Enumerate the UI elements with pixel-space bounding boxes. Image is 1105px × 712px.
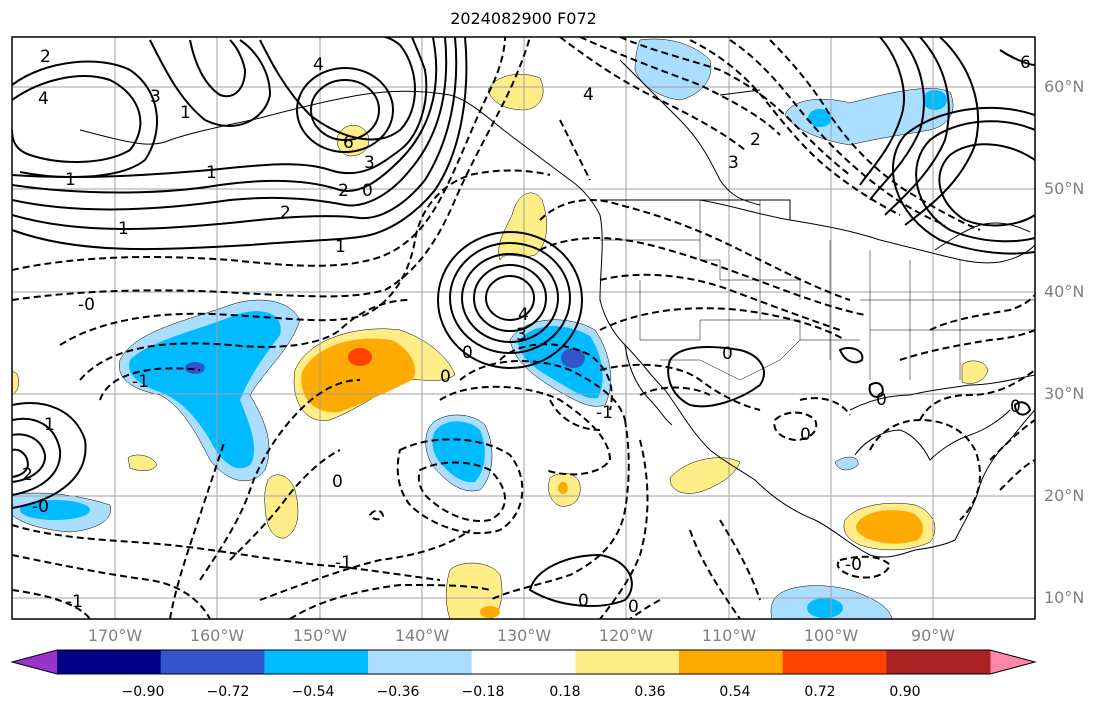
- contour-label: 2: [22, 465, 33, 485]
- contour-label: -1: [596, 403, 613, 423]
- lon-label: 150°W: [292, 626, 348, 645]
- contour-label: 6: [1020, 53, 1031, 73]
- lat-label: 40°N: [1044, 282, 1085, 301]
- map-plot-area: 2 4 3 1 4 6 3 2 0 1 -0 2 1 4 3 1 0 -1 2 …: [12, 37, 1035, 619]
- lat-label: 10°N: [1044, 588, 1085, 607]
- contour-label: 4: [38, 89, 49, 109]
- colorbar: [10, 649, 1037, 675]
- contours-negative: [12, 37, 1035, 619]
- lon-label: 90°W: [910, 626, 956, 645]
- lon-label: 100°W: [803, 626, 859, 645]
- contour-label: 1: [44, 415, 55, 435]
- colorbar-tick-label: −0.18: [461, 684, 505, 700]
- lat-label: 30°N: [1044, 384, 1085, 403]
- colorbar-segment: [160, 650, 265, 674]
- contour-label: 3: [516, 325, 527, 345]
- colorbar-segment: [679, 650, 784, 674]
- contour-label: 2: [280, 203, 291, 223]
- anomaly-negative-140w-core: [432, 421, 485, 483]
- colorbar-tick-label: −0.90: [121, 684, 165, 700]
- contour-label: 0: [628, 597, 639, 617]
- anomaly-negative-central-pacific-core: [129, 311, 281, 469]
- graticule: [12, 37, 1035, 619]
- lat-label: 50°N: [1044, 179, 1085, 198]
- colorbar-segment: [264, 650, 369, 674]
- contour-label: 0: [440, 367, 451, 387]
- contour-label: 0: [362, 181, 373, 201]
- contour-label: 1: [65, 170, 76, 190]
- colorbar-segment: [471, 650, 576, 674]
- contour-label: 3: [364, 153, 375, 173]
- contour-label: 4: [313, 55, 324, 75]
- map-title: 2024082900 F072: [450, 9, 597, 28]
- contour-label: 2: [750, 130, 761, 150]
- colorbar-tick-label: 0.18: [549, 684, 581, 700]
- lat-label: 20°N: [1044, 486, 1085, 505]
- colorbar-extend-low: [12, 650, 57, 674]
- contour-label: 0: [876, 390, 887, 410]
- map-frame: [11, 36, 1036, 620]
- contour-label: 1: [180, 103, 191, 123]
- contour-label: 4: [583, 85, 594, 105]
- contour-label: 3: [150, 87, 161, 107]
- contour-label: 0: [578, 591, 589, 611]
- lon-label: 130°W: [496, 626, 552, 645]
- anomaly-negative-north: [634, 38, 712, 101]
- contour-label: -0: [845, 555, 862, 575]
- contour-label: 3: [728, 153, 739, 173]
- contour-label: 2: [338, 181, 349, 201]
- lon-label: 120°W: [598, 626, 654, 645]
- contour-label: 0: [462, 343, 473, 363]
- lat-label: 60°N: [1044, 77, 1085, 96]
- colorbar-tick-label: 0.72: [804, 684, 836, 700]
- colorbar-tick-label: 0.36: [634, 684, 666, 700]
- lon-label: 140°W: [394, 626, 450, 645]
- colorbar-extend-high: [990, 650, 1035, 674]
- contour-label: 1: [118, 219, 129, 239]
- contour-label: 1: [335, 237, 346, 257]
- contour-label: 4: [518, 305, 529, 325]
- contour-label: 0: [332, 472, 343, 492]
- colorbar-tick-label: 0.90: [889, 684, 921, 700]
- colorbar-segment: [57, 650, 162, 674]
- colorbar-segment: [575, 650, 680, 674]
- lon-label: 170°W: [87, 626, 143, 645]
- colorbar-tick-label: 0.54: [719, 684, 751, 700]
- anomaly-negative-baja-core: [518, 326, 603, 399]
- anomaly-positive-central-america-core: [856, 510, 923, 544]
- contour-label: -1: [66, 592, 83, 612]
- contour-label: -1: [335, 553, 352, 573]
- contour-label: 0: [722, 344, 733, 364]
- contours-positive: [12, 37, 1035, 607]
- contour-label: -1: [132, 372, 149, 392]
- colorbar-segment: [782, 650, 887, 674]
- lon-label: 110°W: [701, 626, 757, 645]
- colorbar-segment: [368, 650, 473, 674]
- contour-label: 2: [40, 47, 51, 67]
- contour-labels: 2 4 3 1 4 6 3 2 0 1 -0 2 1 4 3 1 0 -1 2 …: [22, 47, 1031, 617]
- contour-label: 0: [800, 425, 811, 445]
- colorbar-tick-label: −0.72: [206, 684, 250, 700]
- contour-label: -0: [78, 295, 95, 315]
- colorbar-tick-label: −0.54: [291, 684, 335, 700]
- contour-label: 0: [1010, 397, 1021, 417]
- contour-label: -0: [32, 497, 49, 517]
- lon-label: 160°W: [189, 626, 245, 645]
- anomaly-positive-aleutian: [336, 125, 370, 157]
- coastlines: [79, 59, 1035, 558]
- contour-label: 1: [206, 163, 217, 183]
- contour-label: 6: [343, 133, 354, 153]
- colorbar-tick-label: −0.36: [376, 684, 420, 700]
- colorbar-segment: [886, 650, 991, 674]
